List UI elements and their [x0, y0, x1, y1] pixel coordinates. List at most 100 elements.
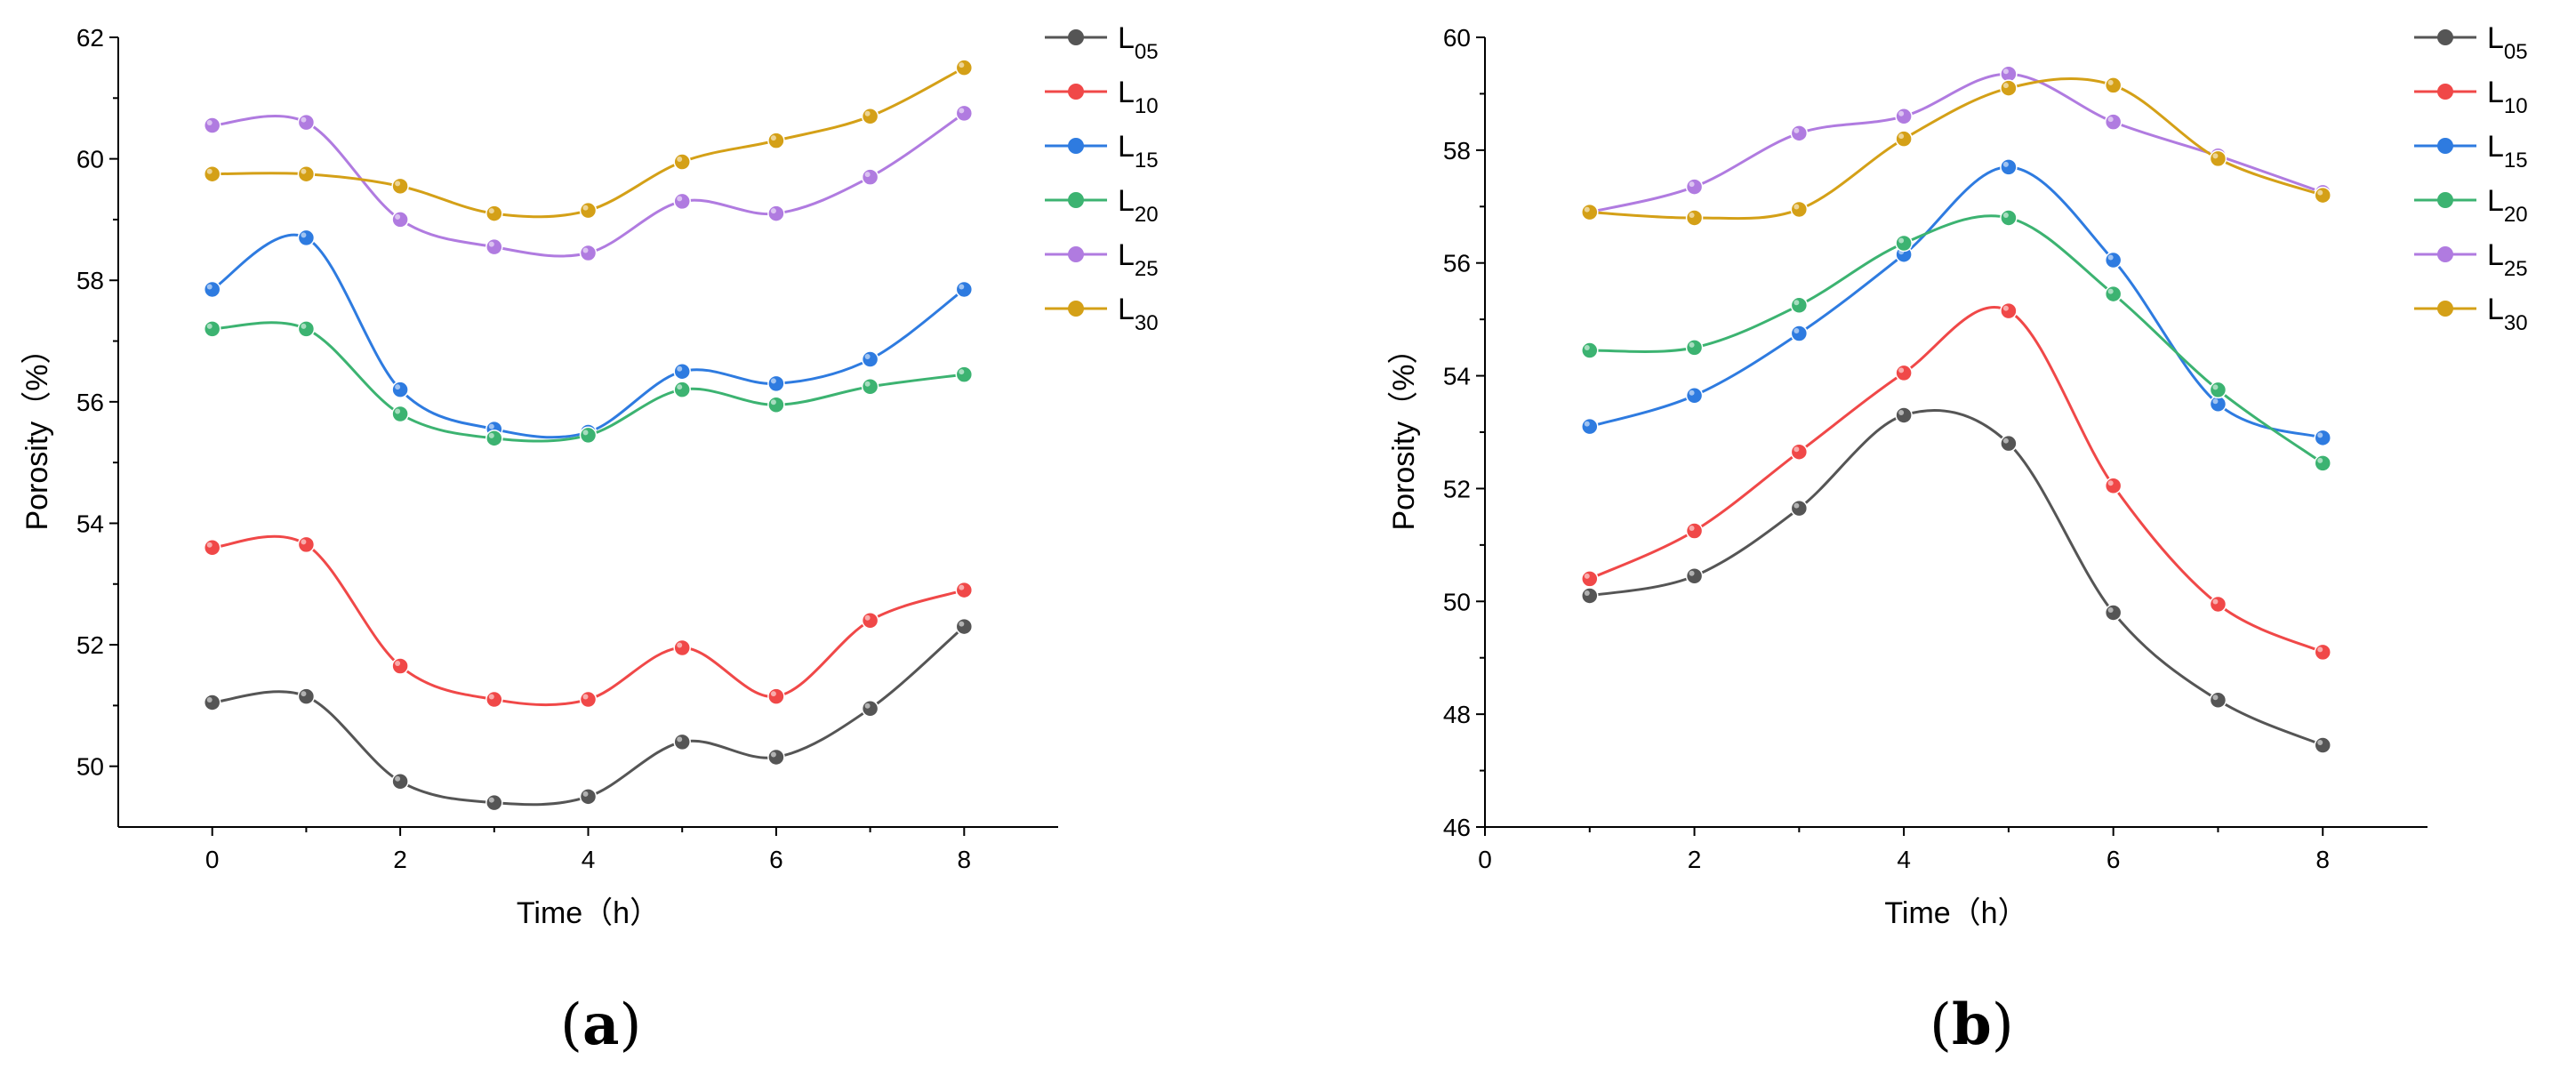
- data-point-highlight: [770, 208, 776, 214]
- data-point-highlight: [2317, 740, 2323, 746]
- series-L30: [1581, 76, 2331, 227]
- data-point-highlight: [1584, 206, 1590, 213]
- data-point-highlight: [2107, 480, 2114, 486]
- data-point: [2000, 209, 2018, 227]
- data-point: [2314, 454, 2331, 472]
- data-point: [1895, 406, 1913, 424]
- data-point-highlight: [1584, 345, 1590, 351]
- data-point-highlight: [1689, 341, 1695, 348]
- legend-marker: [2437, 138, 2453, 154]
- data-point: [2104, 76, 2123, 94]
- data-point-highlight: [2317, 189, 2323, 196]
- data-point: [1685, 387, 1704, 405]
- data-point: [486, 793, 503, 812]
- data-point: [1790, 200, 1809, 219]
- legend-label: L10: [2487, 76, 2528, 118]
- data-point-highlight: [1689, 526, 1695, 531]
- series-line-L10: [212, 534, 965, 707]
- data-point-highlight: [2212, 398, 2219, 405]
- data-point: [203, 694, 221, 711]
- legend-marker: [1068, 246, 1084, 262]
- data-point-highlight: [582, 694, 589, 700]
- data-point: [203, 165, 221, 183]
- data-point: [203, 320, 221, 338]
- data-point: [1581, 341, 1599, 359]
- legend-label: L30: [1118, 293, 1159, 335]
- legend-marker: [2437, 84, 2453, 100]
- x-tick-label: 6: [769, 846, 783, 873]
- legend-entry-L25: L25: [1045, 238, 1159, 281]
- data-point-highlight: [959, 369, 965, 375]
- series-line-L20: [1589, 214, 2324, 465]
- data-point: [486, 205, 503, 222]
- data-point: [579, 690, 598, 709]
- data-point: [1685, 209, 1704, 227]
- legend-label: L05: [2487, 21, 2528, 64]
- legend-label: L10: [1118, 76, 1159, 118]
- legend-entry-L20: L20: [2414, 184, 2528, 227]
- data-point: [861, 168, 879, 186]
- y-tick-label: 48: [1443, 701, 1471, 728]
- legend-marker: [2437, 246, 2453, 262]
- series-L05: [203, 617, 974, 812]
- x-tick-label: 0: [1478, 846, 1492, 873]
- data-point: [1895, 108, 1913, 125]
- data-point-highlight: [2107, 606, 2114, 613]
- data-point: [861, 700, 879, 718]
- data-point: [767, 374, 785, 393]
- legend-subscript: 05: [1135, 40, 1159, 64]
- legend-subscript: 10: [1135, 94, 1159, 118]
- data-point: [579, 788, 598, 806]
- data-point-highlight: [2107, 254, 2114, 261]
- series-L25: [203, 104, 974, 262]
- legend-subscript: 15: [1135, 149, 1159, 173]
- data-point: [1895, 234, 1913, 253]
- data-point: [861, 378, 879, 396]
- data-point-highlight: [2107, 116, 2114, 123]
- data-point: [1685, 339, 1704, 357]
- data-point-highlight: [959, 62, 965, 68]
- data-point-highlight: [2317, 457, 2323, 463]
- data-point-highlight: [301, 232, 307, 238]
- data-point: [767, 132, 785, 149]
- data-point-highlight: [2002, 438, 2009, 444]
- data-point: [673, 733, 691, 751]
- data-point-highlight: [488, 797, 494, 803]
- data-point-highlight: [864, 703, 871, 709]
- data-point-highlight: [864, 614, 871, 621]
- y-tick-label: 52: [1443, 475, 1471, 502]
- data-point: [767, 396, 785, 414]
- data-point: [2104, 604, 2123, 622]
- data-point-highlight: [959, 584, 965, 590]
- data-point-highlight: [488, 423, 494, 430]
- legend-marker: [1068, 138, 1084, 154]
- data-point-highlight: [1794, 502, 1800, 509]
- data-point-highlight: [1794, 446, 1800, 453]
- x-tick-label: 2: [393, 846, 407, 873]
- data-point-highlight: [770, 378, 776, 384]
- legend-subscript: 15: [2504, 149, 2528, 173]
- chart-a: 50 52 54 56 58 60 62 0 2 4 6 8 Time（h） Porosity（%） L05…: [20, 21, 1159, 930]
- data-point-highlight: [206, 323, 213, 329]
- data-point-highlight: [1689, 212, 1695, 218]
- data-point: [1581, 203, 1599, 221]
- legend-label: L20: [1118, 184, 1159, 227]
- data-point: [861, 612, 879, 630]
- data-point: [391, 657, 409, 675]
- legend-subscript: 25: [1135, 257, 1159, 281]
- legend-entry-L30: L30: [1045, 293, 1159, 335]
- y-tick-label: 54: [76, 510, 104, 537]
- data-point: [1581, 417, 1599, 436]
- data-point-highlight: [2002, 83, 2009, 89]
- data-point: [2104, 477, 2123, 495]
- legend-marker: [2437, 29, 2453, 45]
- series-line-L10: [1589, 306, 2323, 654]
- legend-label: L25: [2487, 238, 2528, 281]
- legend-entry-L10: L10: [1045, 76, 1159, 118]
- data-point: [203, 539, 221, 557]
- data-point: [955, 59, 974, 76]
- data-point: [1790, 499, 1809, 518]
- series-L10: [203, 534, 974, 709]
- data-point: [579, 201, 598, 220]
- data-point-highlight: [1584, 573, 1590, 579]
